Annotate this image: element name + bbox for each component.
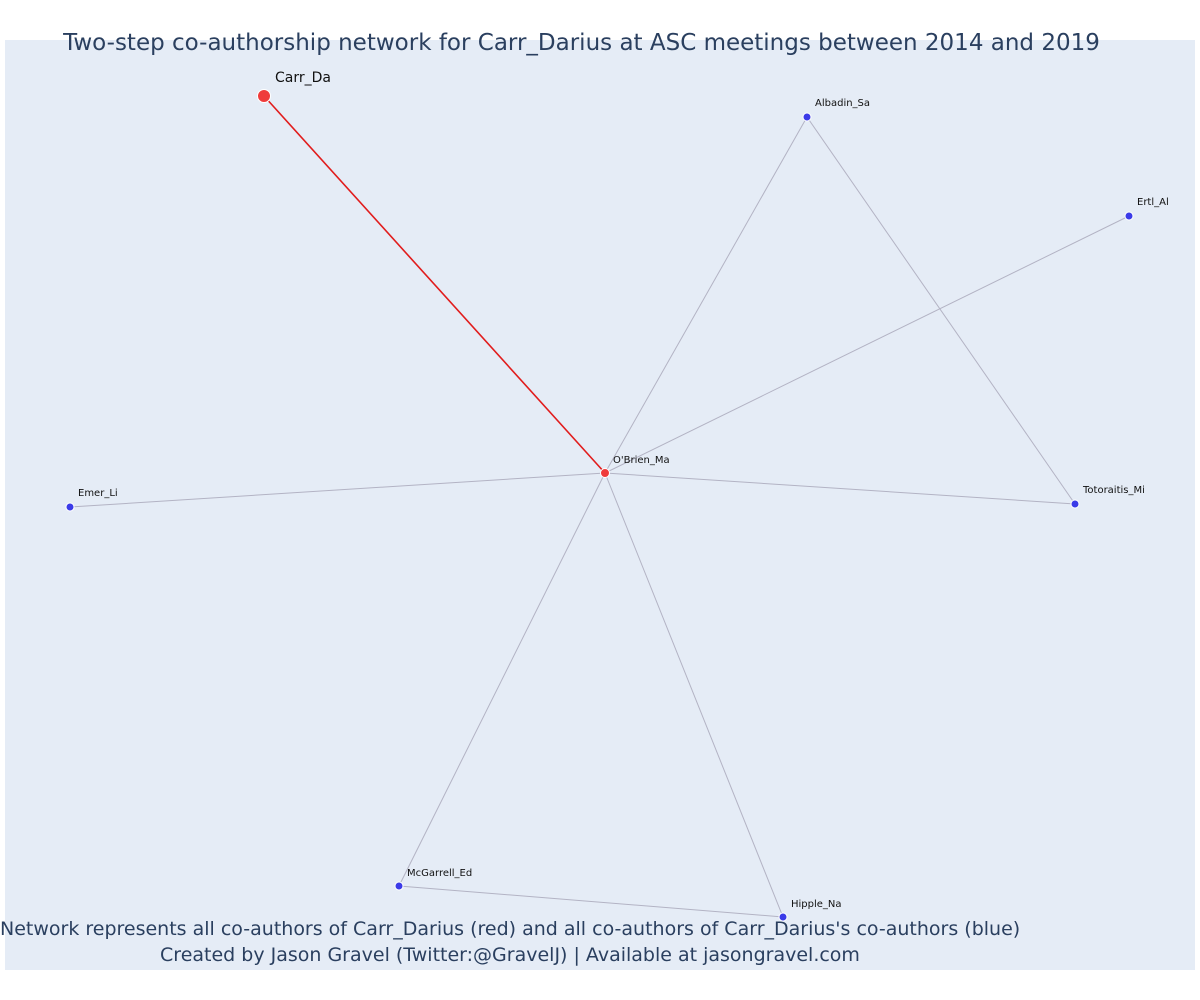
node-label-totoraitis-mi: Totoraitis_Mi bbox=[1082, 485, 1145, 496]
edge-o-brien-ma-albadin-sa bbox=[604, 116, 808, 474]
node-albadin-sa[interactable] bbox=[802, 112, 812, 122]
node-label-albadin-sa: Albadin_Sa bbox=[815, 98, 870, 109]
node-label-mcgarrell-ed: McGarrell_Ed bbox=[407, 868, 472, 879]
node-mcgarrell-ed[interactable] bbox=[394, 881, 404, 891]
node-label-carr-da: Carr_Da bbox=[275, 70, 331, 86]
chart-title: Two-step co-authorship network for Carr_… bbox=[63, 30, 1100, 56]
caption-credit: Created by Jason Gravel (Twitter:@Gravel… bbox=[160, 944, 860, 966]
caption-legend-note: Network represents all co-authors of Car… bbox=[0, 918, 1021, 940]
node-label-ertl-al: Ertl_Al bbox=[1137, 197, 1169, 208]
edge-o-brien-ma-ertl-al bbox=[604, 215, 1130, 474]
edge-albadin-sa-totoraitis-mi bbox=[806, 116, 1076, 505]
node-ertl-al[interactable] bbox=[1124, 211, 1134, 221]
edge-o-brien-ma-totoraitis-mi bbox=[604, 472, 1076, 505]
edge-carr-da-o-brien-ma bbox=[263, 95, 606, 474]
node-emer-li[interactable] bbox=[65, 502, 75, 512]
plot-area bbox=[5, 40, 1195, 970]
node-hipple-na[interactable] bbox=[778, 912, 788, 922]
node-label-hipple-na: Hipple_Na bbox=[791, 899, 842, 910]
edge-o-brien-ma-emer-li bbox=[69, 472, 606, 508]
node-label-emer-li: Emer_Li bbox=[78, 488, 118, 499]
edge-o-brien-ma-hipple-na bbox=[604, 472, 784, 918]
edge-mcgarrell-ed-hipple-na bbox=[398, 885, 784, 918]
nodes-layer bbox=[65, 89, 1134, 922]
labels-layer: Carr_Da O'Brien_Ma Albadin_Sa Ertl_Al Totora… bbox=[78, 70, 1169, 910]
node-carr-da[interactable] bbox=[257, 89, 271, 103]
node-label-o-brien-ma: O'Brien_Ma bbox=[613, 455, 670, 466]
edge-o-brien-ma-mcgarrell-ed bbox=[398, 472, 606, 887]
edges-layer bbox=[69, 95, 1130, 918]
node-o-brien-ma[interactable] bbox=[600, 468, 610, 478]
node-totoraitis-mi[interactable] bbox=[1070, 499, 1080, 509]
